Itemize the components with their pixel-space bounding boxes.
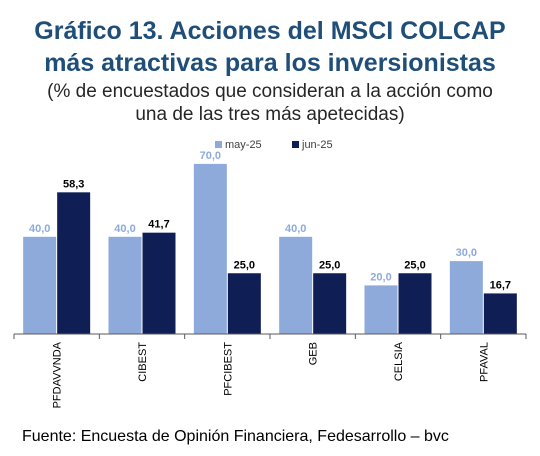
bar-pfaval-jun-25 <box>483 293 517 334</box>
data-label-cibest-may-25: 40,0 <box>114 223 135 235</box>
legend-swatch-may-25 <box>215 141 222 148</box>
data-label-pfaval-may-25: 30,0 <box>456 247 477 259</box>
data-label-pfcibest-may-25: 70,0 <box>200 150 221 162</box>
x-tick-label-pfaval: PFAVAL <box>478 342 490 382</box>
x-tick-label-cibest: CIBEST <box>137 342 149 382</box>
data-label-pfcibest-jun-25: 25,0 <box>234 259 255 271</box>
bar-geb-jun-25 <box>313 273 347 334</box>
bar-geb-may-25 <box>279 236 313 334</box>
data-label-celsia-jun-25: 25,0 <box>404 259 425 271</box>
chart-title-line-1: Gráfico 13. Acciones del MSCI COLCAP <box>34 17 506 45</box>
source-note: Fuente: Encuesta de Opinión Financiera, … <box>22 428 449 445</box>
x-tick-label-pfdavvnda: PFDAVVNDA <box>52 341 64 408</box>
legend-label-jun-25: jun-25 <box>301 139 333 151</box>
bar-cibest-may-25 <box>108 236 142 334</box>
legend-label-may-25: may-25 <box>225 139 262 151</box>
x-tick-label-pfcibest: PFCIBEST <box>222 342 234 396</box>
bar-pfcibest-jun-25 <box>227 273 261 334</box>
data-label-pfaval-jun-25: 16,7 <box>490 279 511 291</box>
bar-pfcibest-may-25 <box>193 163 227 334</box>
data-label-geb-may-25: 40,0 <box>285 223 306 235</box>
bar-pfaval-may-25 <box>449 261 483 334</box>
data-label-pfdavvnda-jun-25: 58,3 <box>63 178 84 190</box>
x-tick-label-celsia: CELSIA <box>393 341 405 381</box>
bar-pfdavvnda-may-25 <box>23 236 57 334</box>
data-label-celsia-may-25: 20,0 <box>370 271 391 283</box>
bar-chart: may-25 jun-25 40,0 58,3 PFDAVVNDA 40,0 41,7 CIB… <box>13 139 527 408</box>
bar-pfdavvnda-jun-25 <box>57 192 91 334</box>
data-label-cibest-jun-25: 41,7 <box>148 219 169 231</box>
chart-title-line-2: más atractivas para los inversionistas <box>44 49 496 77</box>
chart-subtitle-line-1: (% de encuestados que consideran a la ac… <box>47 81 493 102</box>
data-label-geb-jun-25: 25,0 <box>319 259 340 271</box>
legend-swatch-jun-25 <box>292 141 299 148</box>
bar-celsia-jun-25 <box>398 273 432 334</box>
x-tick-label-geb: GEB <box>308 342 320 365</box>
chart-subtitle-line-2: una de las tres más apetecidas) <box>135 104 405 125</box>
bar-celsia-may-25 <box>364 285 398 334</box>
data-label-pfdavvnda-may-25: 40,0 <box>29 223 50 235</box>
bar-cibest-jun-25 <box>142 232 176 334</box>
